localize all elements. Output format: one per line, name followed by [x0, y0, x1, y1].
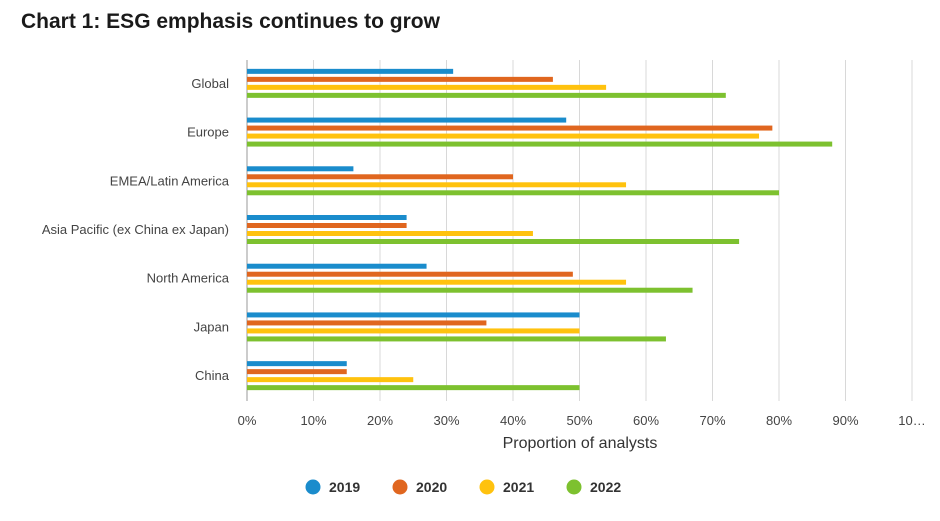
bar-2021	[247, 231, 533, 236]
bar-2020	[247, 320, 487, 326]
bars	[247, 68, 833, 391]
x-tick-label: 30%	[433, 413, 459, 428]
x-tick-label: 60%	[633, 413, 659, 428]
legend-label: 2022	[590, 479, 621, 495]
chart-title: Chart 1: ESG emphasis continues to grow	[21, 10, 440, 33]
bar-2020	[247, 76, 553, 82]
bar-2020	[247, 369, 347, 375]
x-tick-label: 10…	[898, 413, 925, 428]
x-tick-label: 90%	[832, 413, 858, 428]
gridlines	[246, 60, 913, 401]
legend-item-2020[interactable]: 2020	[392, 479, 448, 495]
x-tick-label: 70%	[699, 413, 725, 428]
bar-2022	[247, 385, 580, 391]
bar-2022	[247, 336, 666, 342]
legend-marker	[566, 479, 582, 495]
category-label: China	[195, 368, 230, 383]
bar-2019	[247, 215, 407, 220]
legend-item-2021[interactable]: 2021	[479, 479, 535, 495]
legend-marker	[392, 479, 408, 495]
x-tick-label: 50%	[566, 413, 592, 428]
bar-2022	[247, 92, 726, 98]
bar-2022	[247, 190, 779, 196]
bar-2019	[247, 68, 454, 74]
bar-2019	[247, 117, 567, 123]
legend-marker	[305, 479, 321, 495]
legend-label: 2019	[329, 479, 360, 495]
bar-2020	[247, 223, 407, 228]
bar-2021	[247, 133, 760, 139]
legend-label: 2020	[416, 479, 447, 495]
bar-2022	[247, 141, 833, 147]
x-tick-label: 40%	[500, 413, 526, 428]
bar-2022	[247, 287, 693, 293]
x-tick-label: 0%	[238, 413, 257, 428]
bar-2020	[247, 174, 513, 180]
bar-2019	[247, 361, 347, 367]
bar-2019	[247, 312, 580, 318]
category-label: Asia Pacific (ex China ex Japan)	[42, 222, 229, 237]
bar-2020	[247, 271, 573, 277]
legend: 2019 2020 2021 2022	[305, 479, 622, 495]
bar-2021	[247, 279, 627, 285]
bar-2019	[247, 166, 354, 172]
bar-2021	[247, 328, 580, 334]
bar-2021	[247, 182, 627, 188]
category-label: Europe	[187, 125, 229, 140]
legend-item-2022[interactable]: 2022	[566, 479, 622, 495]
x-tick-labels: 0% 10% 20% 30% 40% 50% 60% 70% 80% 90% 10…	[238, 413, 926, 428]
legend-marker	[479, 479, 495, 495]
category-label: EMEA/Latin America	[110, 173, 230, 188]
x-tick-label: 20%	[367, 413, 393, 428]
bar-2020	[247, 125, 773, 131]
x-axis-title: Proportion of analysts	[503, 435, 658, 452]
bar-2022	[247, 239, 740, 244]
category-label: North America	[147, 271, 230, 286]
category-labels: Global Europe EMEA/Latin America Asia Pacif…	[42, 76, 230, 383]
bar-2019	[247, 263, 427, 269]
x-tick-label: 10%	[300, 413, 326, 428]
bar-2021	[247, 377, 414, 383]
bar-2021	[247, 84, 607, 90]
legend-item-2019[interactable]: 2019	[305, 479, 361, 495]
legend-label: 2021	[503, 479, 534, 495]
x-tick-label: 80%	[766, 413, 792, 428]
category-label: Japan	[194, 319, 229, 334]
category-label: Global	[191, 76, 229, 91]
